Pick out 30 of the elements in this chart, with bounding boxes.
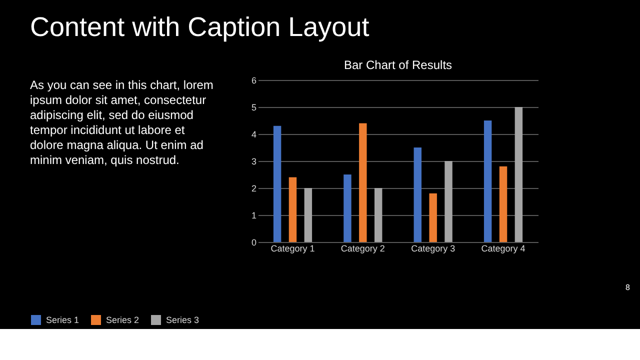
bar [414, 148, 422, 242]
legend-label: Series 2 [106, 315, 140, 325]
y-tick-label: 0 [251, 238, 256, 248]
x-tick-label: Category 4 [481, 244, 526, 254]
text: 8 [626, 283, 631, 292]
bar [514, 107, 523, 242]
bar [499, 166, 508, 242]
x-tick-label: Category 1 [270, 244, 315, 254]
x-tick-label: Category 2 [340, 244, 385, 254]
bar [484, 120, 492, 242]
legend-label: Series 1 [46, 315, 80, 325]
text: As you can see in this chart, lorem ipsum dolor sit amet, consectetur adipiscing elit, sed do eiusmod tempor incididunt ut labore et dolore magna aliqua. Ut enim ad minim veniam, quis nostrud. [30, 78, 214, 167]
y-tick-label: 5 [251, 102, 256, 112]
y-tick-label: 4 [251, 130, 256, 140]
bar [344, 174, 352, 242]
y-tick-label: 2 [251, 184, 256, 194]
y-tick-label: 6 [251, 76, 256, 86]
x-tick-label: Category 3 [411, 244, 456, 254]
bar [444, 161, 452, 242]
legend-label: Series 3 [166, 315, 200, 325]
bar [304, 188, 312, 242]
bar [273, 126, 282, 242]
bar [374, 188, 382, 242]
bar [429, 193, 437, 242]
chart-title: Bar Chart of Results [344, 58, 452, 72]
text: Content with Caption Layout [30, 12, 370, 42]
y-tick-label: 1 [251, 210, 256, 220]
y-tick-label: 3 [251, 156, 256, 166]
bar [288, 177, 297, 242]
bar [359, 123, 367, 242]
